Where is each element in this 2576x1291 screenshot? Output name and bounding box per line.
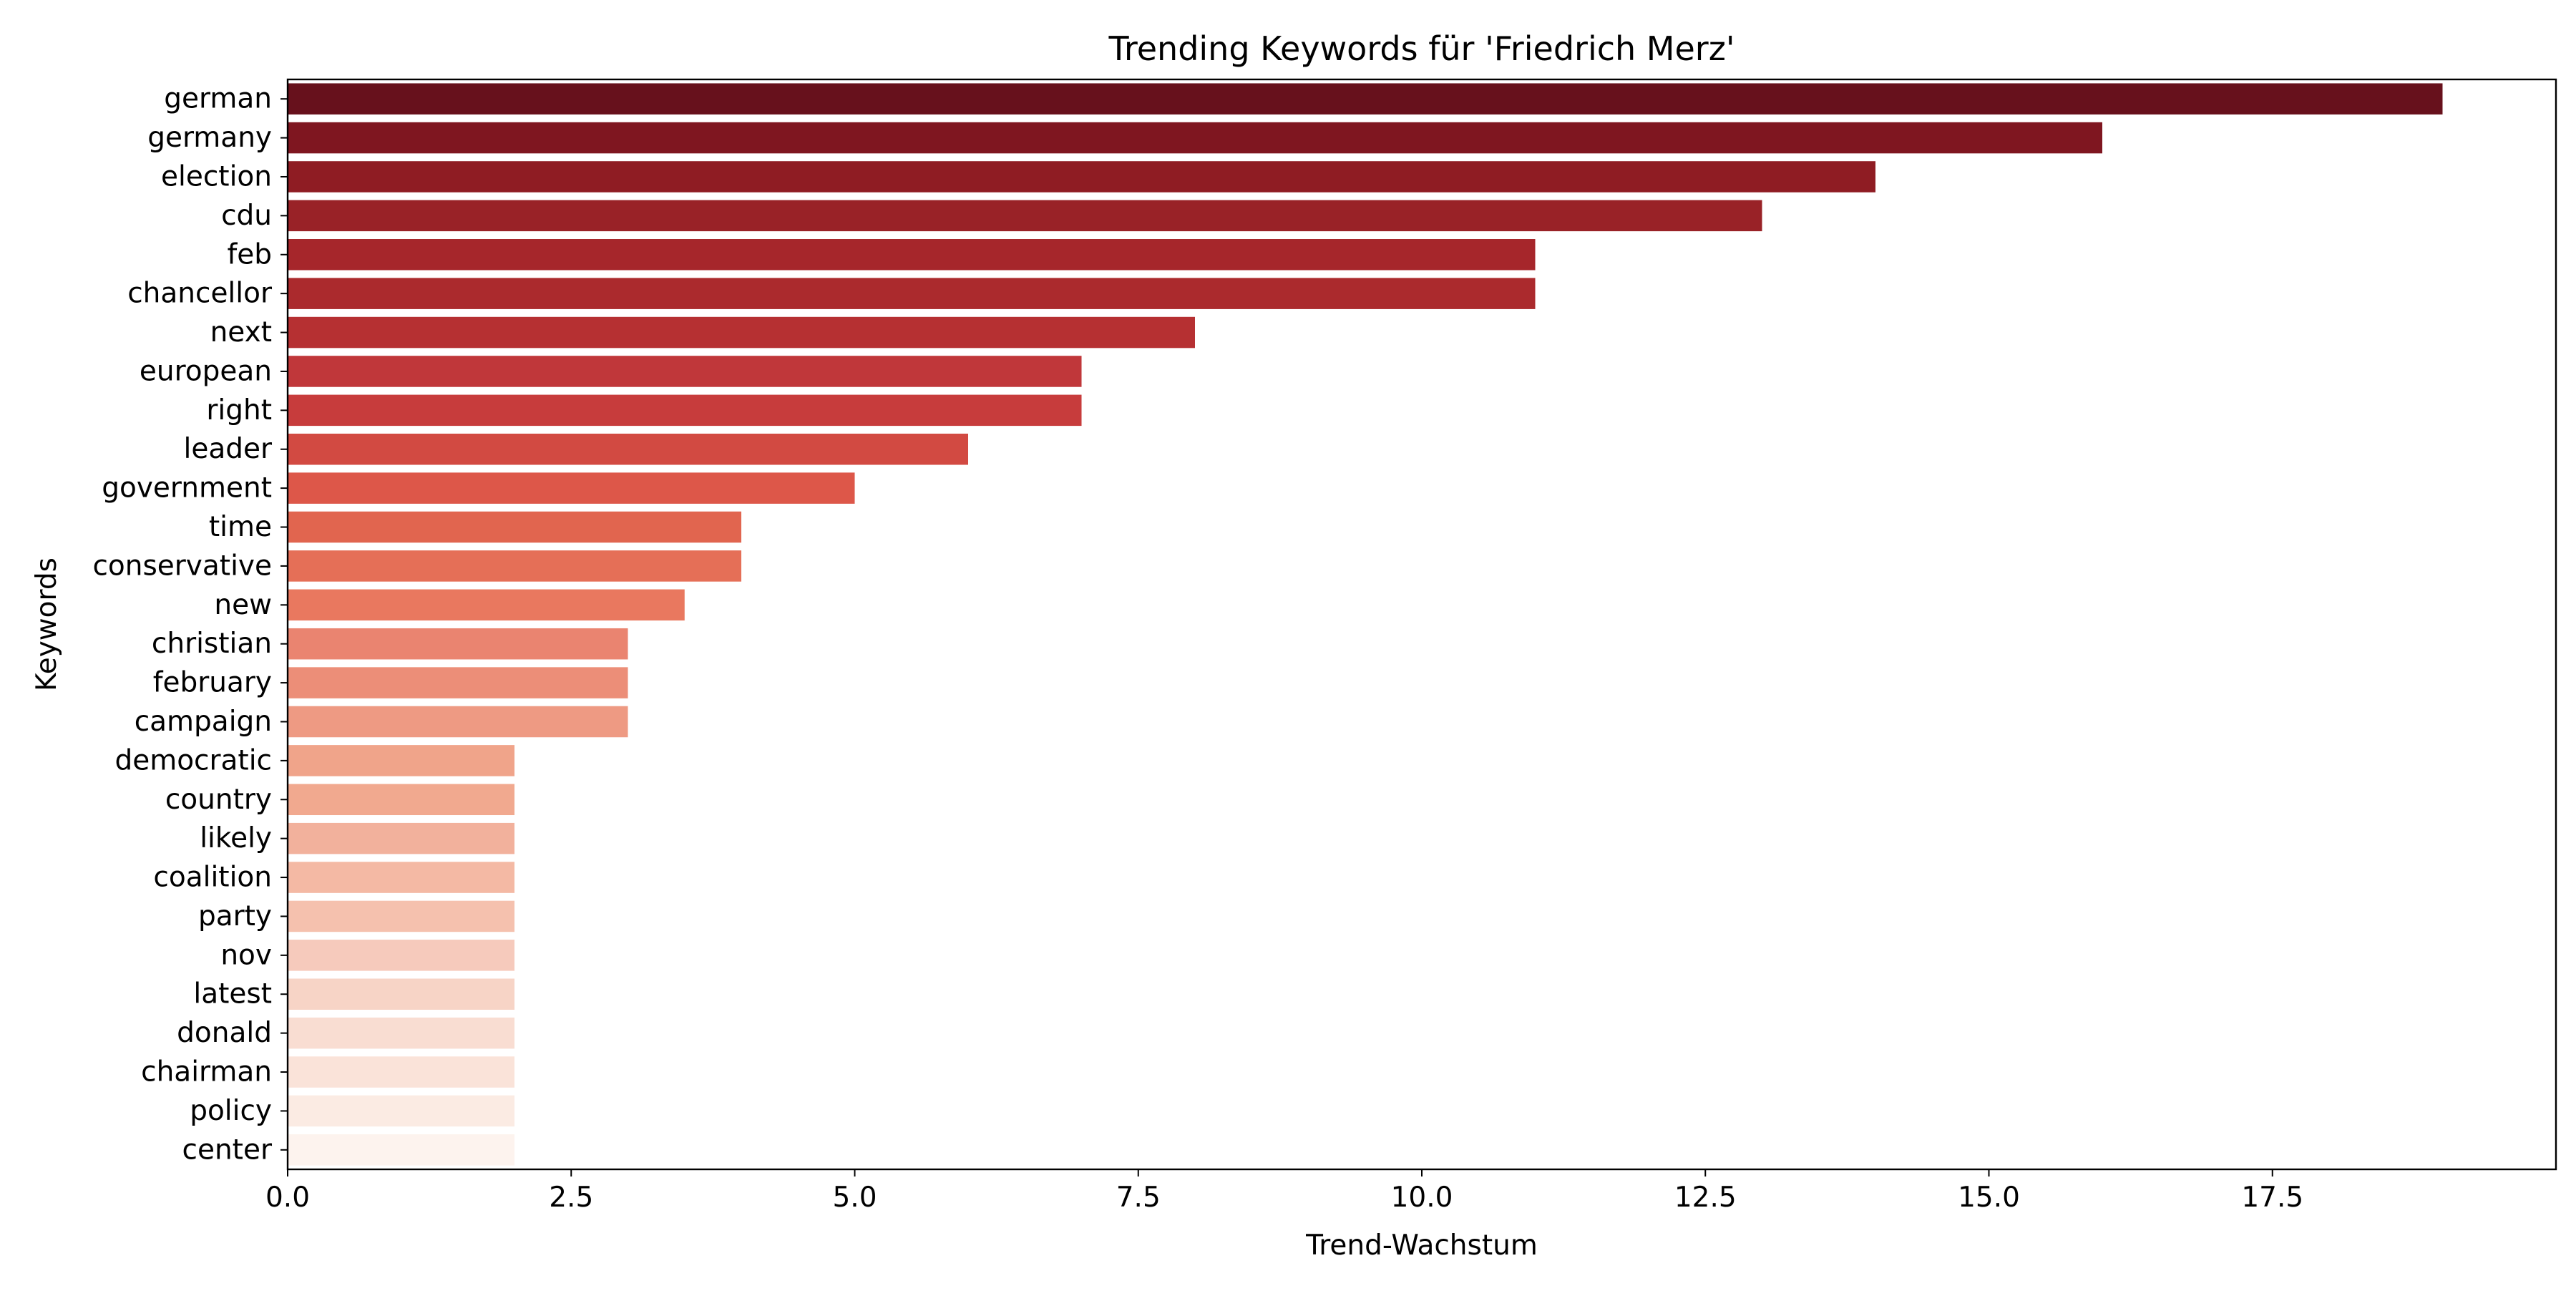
bar-donald [288,1017,514,1049]
bar-feb [288,239,1536,271]
bar-german [288,83,2443,115]
bar-time [288,511,741,543]
y-tick-label: germany [147,122,272,154]
y-tick-label: policy [190,1095,272,1127]
y-tick-label: february [153,667,272,699]
x-tick-label: 17.5 [2241,1182,2303,1214]
bar-european [288,356,1082,387]
bar-nov [288,940,514,971]
x-tick-label: 10.0 [1391,1182,1453,1214]
y-tick-label: next [210,316,272,349]
bar-likely [288,822,514,854]
bar-democratic [288,745,514,776]
bar-coalition [288,862,514,893]
bar-policy [288,1095,514,1127]
y-tick-label: feb [228,238,272,271]
y-tick-label: christian [152,628,272,660]
x-axis-ticks: 0.0 2.5 5.0 7.5 10.0 12.5 15.0 17.5 [265,1169,2303,1214]
y-tick-label: government [102,472,272,505]
bar-chairman [288,1056,514,1088]
bar-cdu [288,200,1762,232]
x-tick-label: 7.5 [1116,1182,1161,1214]
bar-center [288,1134,514,1166]
y-tick-label: party [198,900,272,932]
y-axis-label: Keywords [31,557,63,691]
y-tick-label: latest [193,978,272,1010]
y-tick-label: cdu [221,200,272,232]
bar-germany [288,122,2102,154]
bar-right [288,394,1082,427]
chart-title: Trending Keywords für 'Friedrich Merz' [1108,29,1735,68]
y-tick-label: right [206,394,272,427]
y-tick-label: leader [183,433,272,465]
y-tick-label: chairman [141,1056,272,1088]
bar-chancellor [288,278,1536,309]
y-tick-label: coalition [153,862,272,894]
bars [288,83,2443,1166]
y-tick-label: election [161,160,272,193]
bar-conservative [288,550,741,582]
y-tick-label: democratic [114,744,272,776]
y-tick-label: likely [200,822,272,854]
bar-leader [288,433,968,465]
bar-next [288,316,1195,349]
y-tick-label: center [182,1134,273,1166]
y-tick-label: country [165,784,272,816]
y-tick-label: time [209,511,272,543]
bar-christian [288,628,628,660]
y-tick-label: chancellor [127,278,273,310]
x-tick-label: 2.5 [549,1182,593,1214]
x-tick-label: 15.0 [1958,1182,2020,1214]
bar-february [288,667,628,698]
y-tick-label: donald [177,1017,272,1049]
y-tick-label: new [214,589,272,621]
bar-latest [288,978,514,1010]
y-tick-label: conservative [92,550,272,582]
y-tick-label: european [140,355,272,387]
bar-party [288,900,514,932]
bar-new [288,589,685,621]
x-tick-label: 12.5 [1674,1182,1737,1214]
y-axis-ticks: german germany election cdu feb chancellor nex… [92,83,288,1166]
x-axis-label: Trend-Wachstum [1305,1229,1538,1262]
bar-election [288,161,1875,193]
bar-campaign [288,706,628,738]
y-tick-label: campaign [135,706,272,738]
y-tick-label: nov [220,939,272,971]
bar-country [288,784,514,816]
bar-government [288,472,855,504]
y-tick-label: german [164,83,272,115]
x-tick-label: 0.0 [265,1182,310,1214]
x-tick-label: 5.0 [832,1182,877,1214]
